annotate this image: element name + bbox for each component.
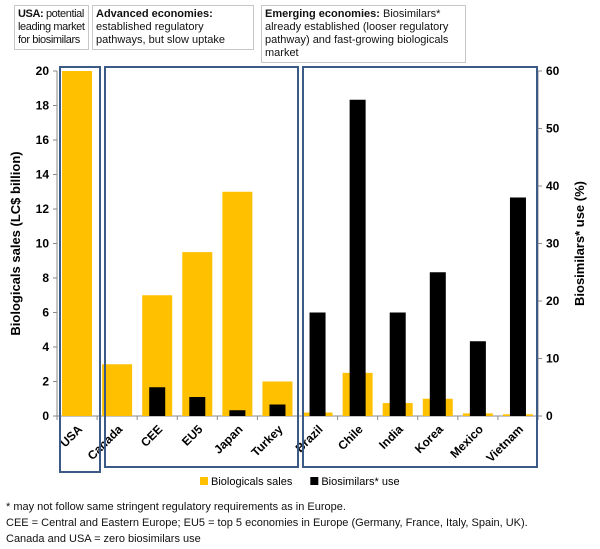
note-usa-text: potential leading market for biosimilars (18, 8, 85, 46)
left-tick-label: 18 (36, 99, 50, 113)
footnote-1: * may not follow same stringent regulato… (6, 501, 346, 513)
note-emerging: Emerging economies: Biosimilars* already… (261, 5, 466, 63)
note-emerging-bold: Emerging economies: (265, 8, 380, 20)
note-advanced: Advanced economies: established regulato… (92, 5, 254, 50)
bar-biosimilars-cee (149, 387, 166, 416)
left-tick-label: 16 (36, 133, 50, 147)
right-tick-label: 40 (546, 179, 560, 193)
x-tick-label: Mexico (447, 422, 486, 461)
note-usa: USA: potential leading market for biosim… (14, 5, 89, 50)
left-tick-label: 14 (36, 168, 50, 182)
bar-biosimilars-mexico (469, 341, 486, 416)
x-tick-label: Turkey (248, 422, 285, 459)
x-tick-label: EU5 (179, 422, 206, 449)
note-advanced-text: established regulatory pathways, but slo… (96, 21, 226, 46)
x-tick-label: Vietnam (483, 422, 526, 465)
x-tick-label: Japan (211, 422, 245, 456)
left-tick-label: 0 (42, 409, 49, 423)
x-tick-label: CEE (138, 422, 165, 449)
bar-biosimilars-vietnam (509, 197, 526, 416)
footnote-3: Canada and USA = zero biosimilars use (6, 533, 201, 545)
right-tick-label: 60 (546, 64, 560, 78)
legend-swatch (200, 477, 208, 485)
left-tick-label: 10 (36, 237, 50, 251)
left-tick-label: 12 (36, 202, 50, 216)
right-tick-label: 50 (546, 122, 560, 136)
left-tick-label: 6 (42, 306, 49, 320)
legend-label: Biosimilars* use (321, 476, 399, 488)
bar-biosimilars-india (389, 312, 406, 416)
legend-swatch (310, 477, 319, 485)
bar-biologicals-canada (102, 364, 133, 416)
group-box (302, 66, 538, 468)
bar-biologicals-japan (222, 191, 253, 416)
left-tick-label: 20 (36, 64, 50, 78)
right-axis-title: Biosimilars* use (%) (572, 181, 587, 306)
x-tick-label: USA (57, 422, 85, 450)
x-tick-label: Korea (412, 422, 446, 456)
bar-biosimilars-chile (349, 99, 366, 416)
bar-biosimilars-japan (229, 410, 246, 416)
note-emerging-text: Biosimilars* already established (looser… (265, 8, 449, 59)
bar-biologicals-eu5 (182, 252, 213, 416)
bar-biosimilars-korea (429, 272, 446, 416)
group-box (104, 66, 299, 468)
x-tick-label: India (376, 422, 406, 452)
bar-biosimilars-brazil (309, 312, 326, 416)
left-axis-title: Biologicals sales (LC$ billion) (8, 151, 23, 335)
note-advanced-bold: Advanced economies: (96, 8, 213, 20)
bar-biosimilars-eu5 (189, 397, 206, 416)
left-tick-label: 4 (42, 340, 49, 354)
group-box (59, 66, 101, 473)
right-tick-label: 10 (546, 352, 560, 366)
note-usa-bold: USA: (18, 8, 44, 20)
footnote-2: CEE = Central and Eastern Europe; EU5 = … (6, 517, 528, 529)
left-tick-label: 2 (42, 375, 49, 389)
right-tick-label: 20 (546, 294, 560, 308)
bar-biosimilars-turkey (269, 404, 286, 416)
right-tick-label: 30 (546, 237, 560, 251)
left-tick-label: 8 (42, 271, 49, 285)
x-tick-label: Chile (335, 422, 366, 453)
legend-label: Biologicals sales (211, 476, 293, 488)
bar-biologicals-usa (62, 71, 93, 416)
right-tick-label: 0 (546, 409, 553, 423)
